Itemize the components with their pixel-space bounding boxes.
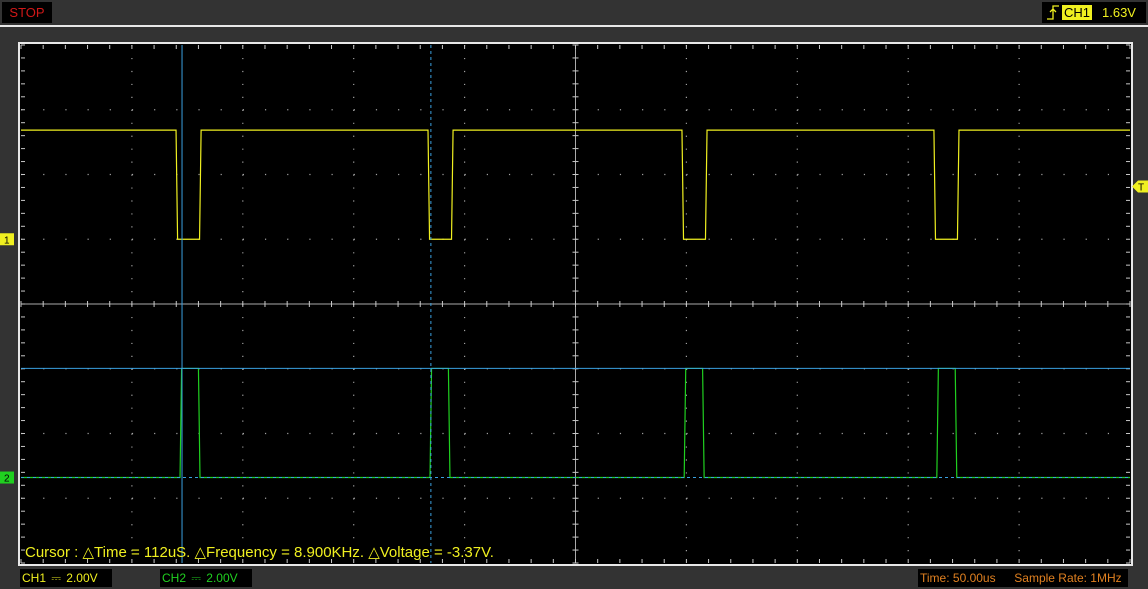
trigger-level: 1.63V — [1102, 5, 1136, 20]
trigger-source: CH1 — [1062, 5, 1093, 20]
ch1-waveform — [21, 129, 1130, 240]
ch1-label: CH1 — [22, 571, 47, 585]
trigger-level-marker — [1132, 180, 1148, 193]
rising-edge-icon — [1047, 5, 1059, 20]
timebase: Time: 50.00us — [920, 571, 996, 585]
ch2-ground-marker — [0, 471, 14, 484]
ch1-marker-label: 1 — [4, 235, 10, 246]
trigger-panel[interactable]: CH1 1.63V — [1042, 2, 1146, 23]
ch2-label: CH2 — [162, 571, 187, 585]
divider — [0, 25, 1148, 27]
dc-coupling-icon: ⎓ — [191, 571, 201, 585]
sample-rate: Sample Rate: 1MHz — [1014, 571, 1122, 585]
trigger-marker-label: T — [1138, 182, 1144, 193]
ch2-volts-div: 2.00V — [206, 571, 238, 585]
ch1-volts-div: 2.00V — [66, 571, 98, 585]
top-bar — [0, 0, 1148, 25]
timebase-panel[interactable]: Time: 50.00us Sample Rate: 1MHz — [918, 569, 1128, 587]
ch1-scale[interactable]: CH1 ⎓ 2.00V — [20, 569, 112, 587]
run-stop-button[interactable]: STOP — [2, 2, 52, 23]
ch2-marker-label: 2 — [4, 474, 10, 485]
ch2-scale[interactable]: CH2 ⎓ 2.00V — [160, 569, 252, 587]
cursor-readout: Cursor : △Time = 112uS. △Frequency = 8.9… — [25, 544, 494, 561]
ch1-ground-marker — [0, 233, 14, 246]
dc-coupling-icon: ⎓ — [51, 571, 61, 585]
